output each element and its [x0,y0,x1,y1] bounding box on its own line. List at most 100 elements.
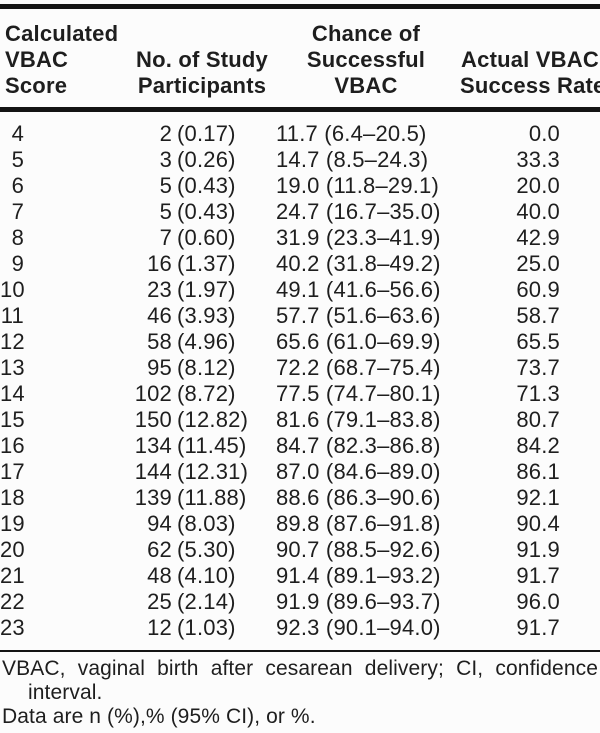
column-header-line: No. of Study [136,47,268,72]
actual-rate-cell: 84.2 [516,433,560,458]
chance-cell: 81.6 (79.1–83.8) [276,407,441,432]
score-value: 9 [11,251,24,276]
chance-cell: 90.7 (88.5–92.6) [276,537,441,562]
column-header-line: VBAC [5,47,69,72]
actual-rate-cell: 92.1 [516,485,560,510]
table-row: 9 16 (1.37) 40.2 (31.8–49.2) 25.0 [0,251,600,277]
participants-count: 58 [147,329,172,354]
chance-cell: 91.9 (89.6–93.7) [276,589,441,614]
participants-cell: 102 (8.72) [118,381,276,407]
chance-cell: 92.3 (90.1–94.0) [276,615,441,640]
score-value: 19 [0,511,25,536]
table-row: 11 46 (3.93) 57.7 (51.6–63.6) 58.7 [0,303,600,329]
score-value: 7 [11,199,24,224]
column-header-actual-vbac-success-rate: Actual VBAC Success Rate [448,47,600,99]
actual-rate-cell: 96.0 [516,589,560,614]
participants-percent: (11.45) [177,433,247,458]
participants-percent: (11.88) [177,485,247,510]
participants-cell: 5 (0.43) [118,173,276,199]
column-header-line: Participants [137,73,267,98]
score-value: 14 [0,381,25,406]
score-value: 6 [11,173,24,198]
score-value: 5 [11,147,24,172]
actual-rate-cell: 90.4 [516,511,560,536]
score-cell: 6 [0,173,118,199]
chance-cell: 11.7 (6.4–20.5) [276,121,427,146]
actual-rate-cell: 86.1 [516,459,560,484]
score-value: 15 [0,407,25,432]
table-row: 22 25 (2.14) 91.9 (89.6–93.7) 96.0 [0,589,600,615]
participants-cell: 7 (0.60) [118,225,276,251]
participants-percent: (12.82) [177,407,249,432]
participants-cell: 48 (4.10) [118,563,276,589]
score-cell: 19 [0,511,118,537]
actual-rate-cell: 80.7 [516,407,560,432]
participants-percent: (0.60) [177,225,236,250]
participants-count: 23 [147,277,172,302]
table-row: 18 139 (11.88) 88.6 (86.3–90.6) 92.1 [0,485,600,511]
chance-cell: 84.7 (82.3–86.8) [276,433,441,458]
table-body: 4 2 (0.17) 11.7 (6.4–20.5) 0.0 5 3 (0.26) 14.7 (… [0,121,600,641]
table-row: 5 3 (0.26) 14.7 (8.5–24.3) 33.3 [0,147,600,173]
participants-cell: 62 (5.30) [118,537,276,563]
footnote-divider-rule [0,650,600,652]
table-row: 14 102 (8.72) 77.5 (74.7–80.1) 71.3 [0,381,600,407]
score-cell: 9 [0,251,118,277]
participants-percent: (2.14) [177,589,236,614]
score-value: 18 [0,485,25,510]
participants-count: 48 [147,563,172,588]
participants-percent: (8.03) [177,511,236,536]
participants-count: 5 [159,199,172,224]
table-row: 10 23 (1.97) 49.1 (41.6–56.6) 60.9 [0,277,600,303]
column-header-line: Actual VBAC [461,47,599,72]
participants-cell: 12 (1.03) [118,615,276,641]
score-cell: 13 [0,355,118,381]
actual-rate-cell: 60.9 [516,277,560,302]
footnote-data-format: Data are n (%),% (95% CI), or %. [2,705,316,728]
actual-rate-cell: 71.3 [516,381,560,406]
score-value: 17 [0,459,25,484]
participants-count: 46 [147,303,172,328]
participants-cell: 58 (4.96) [118,329,276,355]
actual-rate-cell: 20.0 [516,173,560,198]
participants-cell: 3 (0.26) [118,147,276,173]
table-row: 16 134 (11.45) 84.7 (82.3–86.8) 84.2 [0,433,600,459]
participants-count: 94 [147,511,172,536]
score-cell: 16 [0,433,118,459]
score-cell: 4 [0,121,118,147]
chance-cell: 89.8 (87.6–91.8) [276,511,441,536]
participants-percent: (0.26) [177,147,236,172]
actual-rate-cell: 25.0 [516,251,560,276]
score-cell: 7 [0,199,118,225]
table-row: 19 94 (8.03) 89.8 (87.6–91.8) 90.4 [0,511,600,537]
score-cell: 17 [0,459,118,485]
score-cell: 23 [0,615,118,641]
score-cell: 11 [0,303,118,329]
table-row: 21 48 (4.10) 91.4 (89.1–93.2) 91.7 [0,563,600,589]
participants-percent: (0.43) [177,199,236,224]
actual-rate-cell: 91.7 [516,563,560,588]
column-header-line: Chance of [311,21,421,46]
participants-count: 2 [159,121,172,146]
score-cell: 15 [0,407,118,433]
participants-cell: 2 (0.17) [118,121,276,147]
participants-count: 7 [159,225,172,250]
participants-count: 3 [159,147,172,172]
score-value: 8 [11,225,24,250]
participants-cell: 150 (12.82) [118,407,276,433]
participants-cell: 5 (0.43) [118,199,276,225]
chance-cell: 57.7 (51.6–63.6) [276,303,441,328]
actual-rate-cell: 40.0 [516,199,560,224]
actual-rate-cell: 73.7 [516,355,560,380]
column-header-line: Score [5,73,68,98]
participants-percent: (8.12) [177,355,236,380]
participants-cell: 134 (11.45) [118,433,276,459]
participants-cell: 94 (8.03) [118,511,276,537]
chance-cell: 87.0 (84.6–89.0) [276,459,441,484]
chance-cell: 49.1 (41.6–56.6) [276,277,441,302]
score-value: 12 [0,329,25,354]
participants-percent: (1.03) [177,615,236,640]
table-row: 13 95 (8.12) 72.2 (68.7–75.4) 73.7 [0,355,600,381]
score-value: 20 [0,537,25,562]
